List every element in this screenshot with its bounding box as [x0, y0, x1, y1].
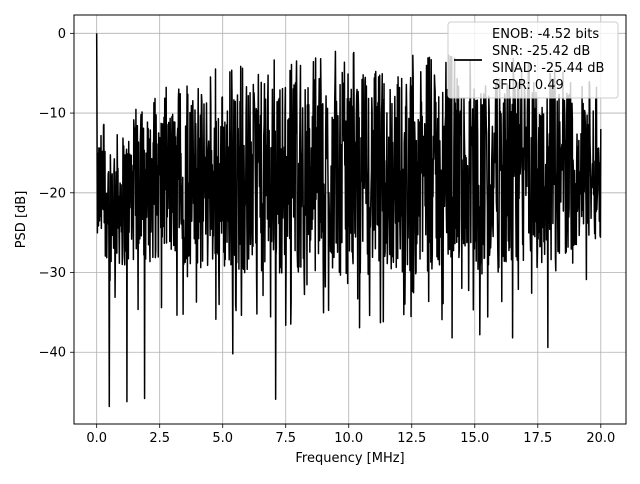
y-tick-label: −30	[39, 266, 66, 281]
y-tick-label: −40	[39, 346, 66, 361]
y-tick-label: 0	[58, 27, 66, 42]
y-axis-label: PSD [dB]	[14, 191, 29, 249]
legend-line: ENOB: -4.52 bits	[492, 27, 599, 42]
legend-line: SFDR: 0.49	[492, 78, 564, 93]
y-tick-label: −10	[39, 107, 66, 122]
psd-trace	[95, 33, 602, 408]
x-tick-label: 17.5	[523, 431, 552, 446]
legend-line: SINAD: -25.44 dB	[492, 61, 604, 76]
x-tick-label: 10.0	[334, 431, 363, 446]
x-tick-label: 20.0	[586, 431, 615, 446]
legend-box	[447, 21, 619, 99]
psd-series-line	[95, 33, 602, 408]
x-tick-label: 0.0	[86, 431, 107, 446]
legend-line: SNR: -25.42 dB	[492, 44, 590, 59]
x-tick-label: 5.0	[212, 431, 233, 446]
x-tick-label: 15.0	[460, 431, 489, 446]
x-tick-label: 12.5	[397, 431, 426, 446]
x-tick-label: 7.5	[275, 431, 296, 446]
plot-frame	[73, 14, 627, 425]
axis-ticks: 0.0 2.5 5.0 7.5 10.0 12.5 15.0 17.5 20.0 0 −10 −20 −…	[39, 27, 616, 446]
legend: ENOB: -4.52 bits SNR: -25.42 dB SINAD: -25…	[447, 21, 619, 99]
x-tick-label: 2.5	[149, 431, 170, 446]
y-tick-label: −20	[39, 186, 66, 201]
x-axis-label: Frequency [MHz]	[295, 451, 404, 466]
